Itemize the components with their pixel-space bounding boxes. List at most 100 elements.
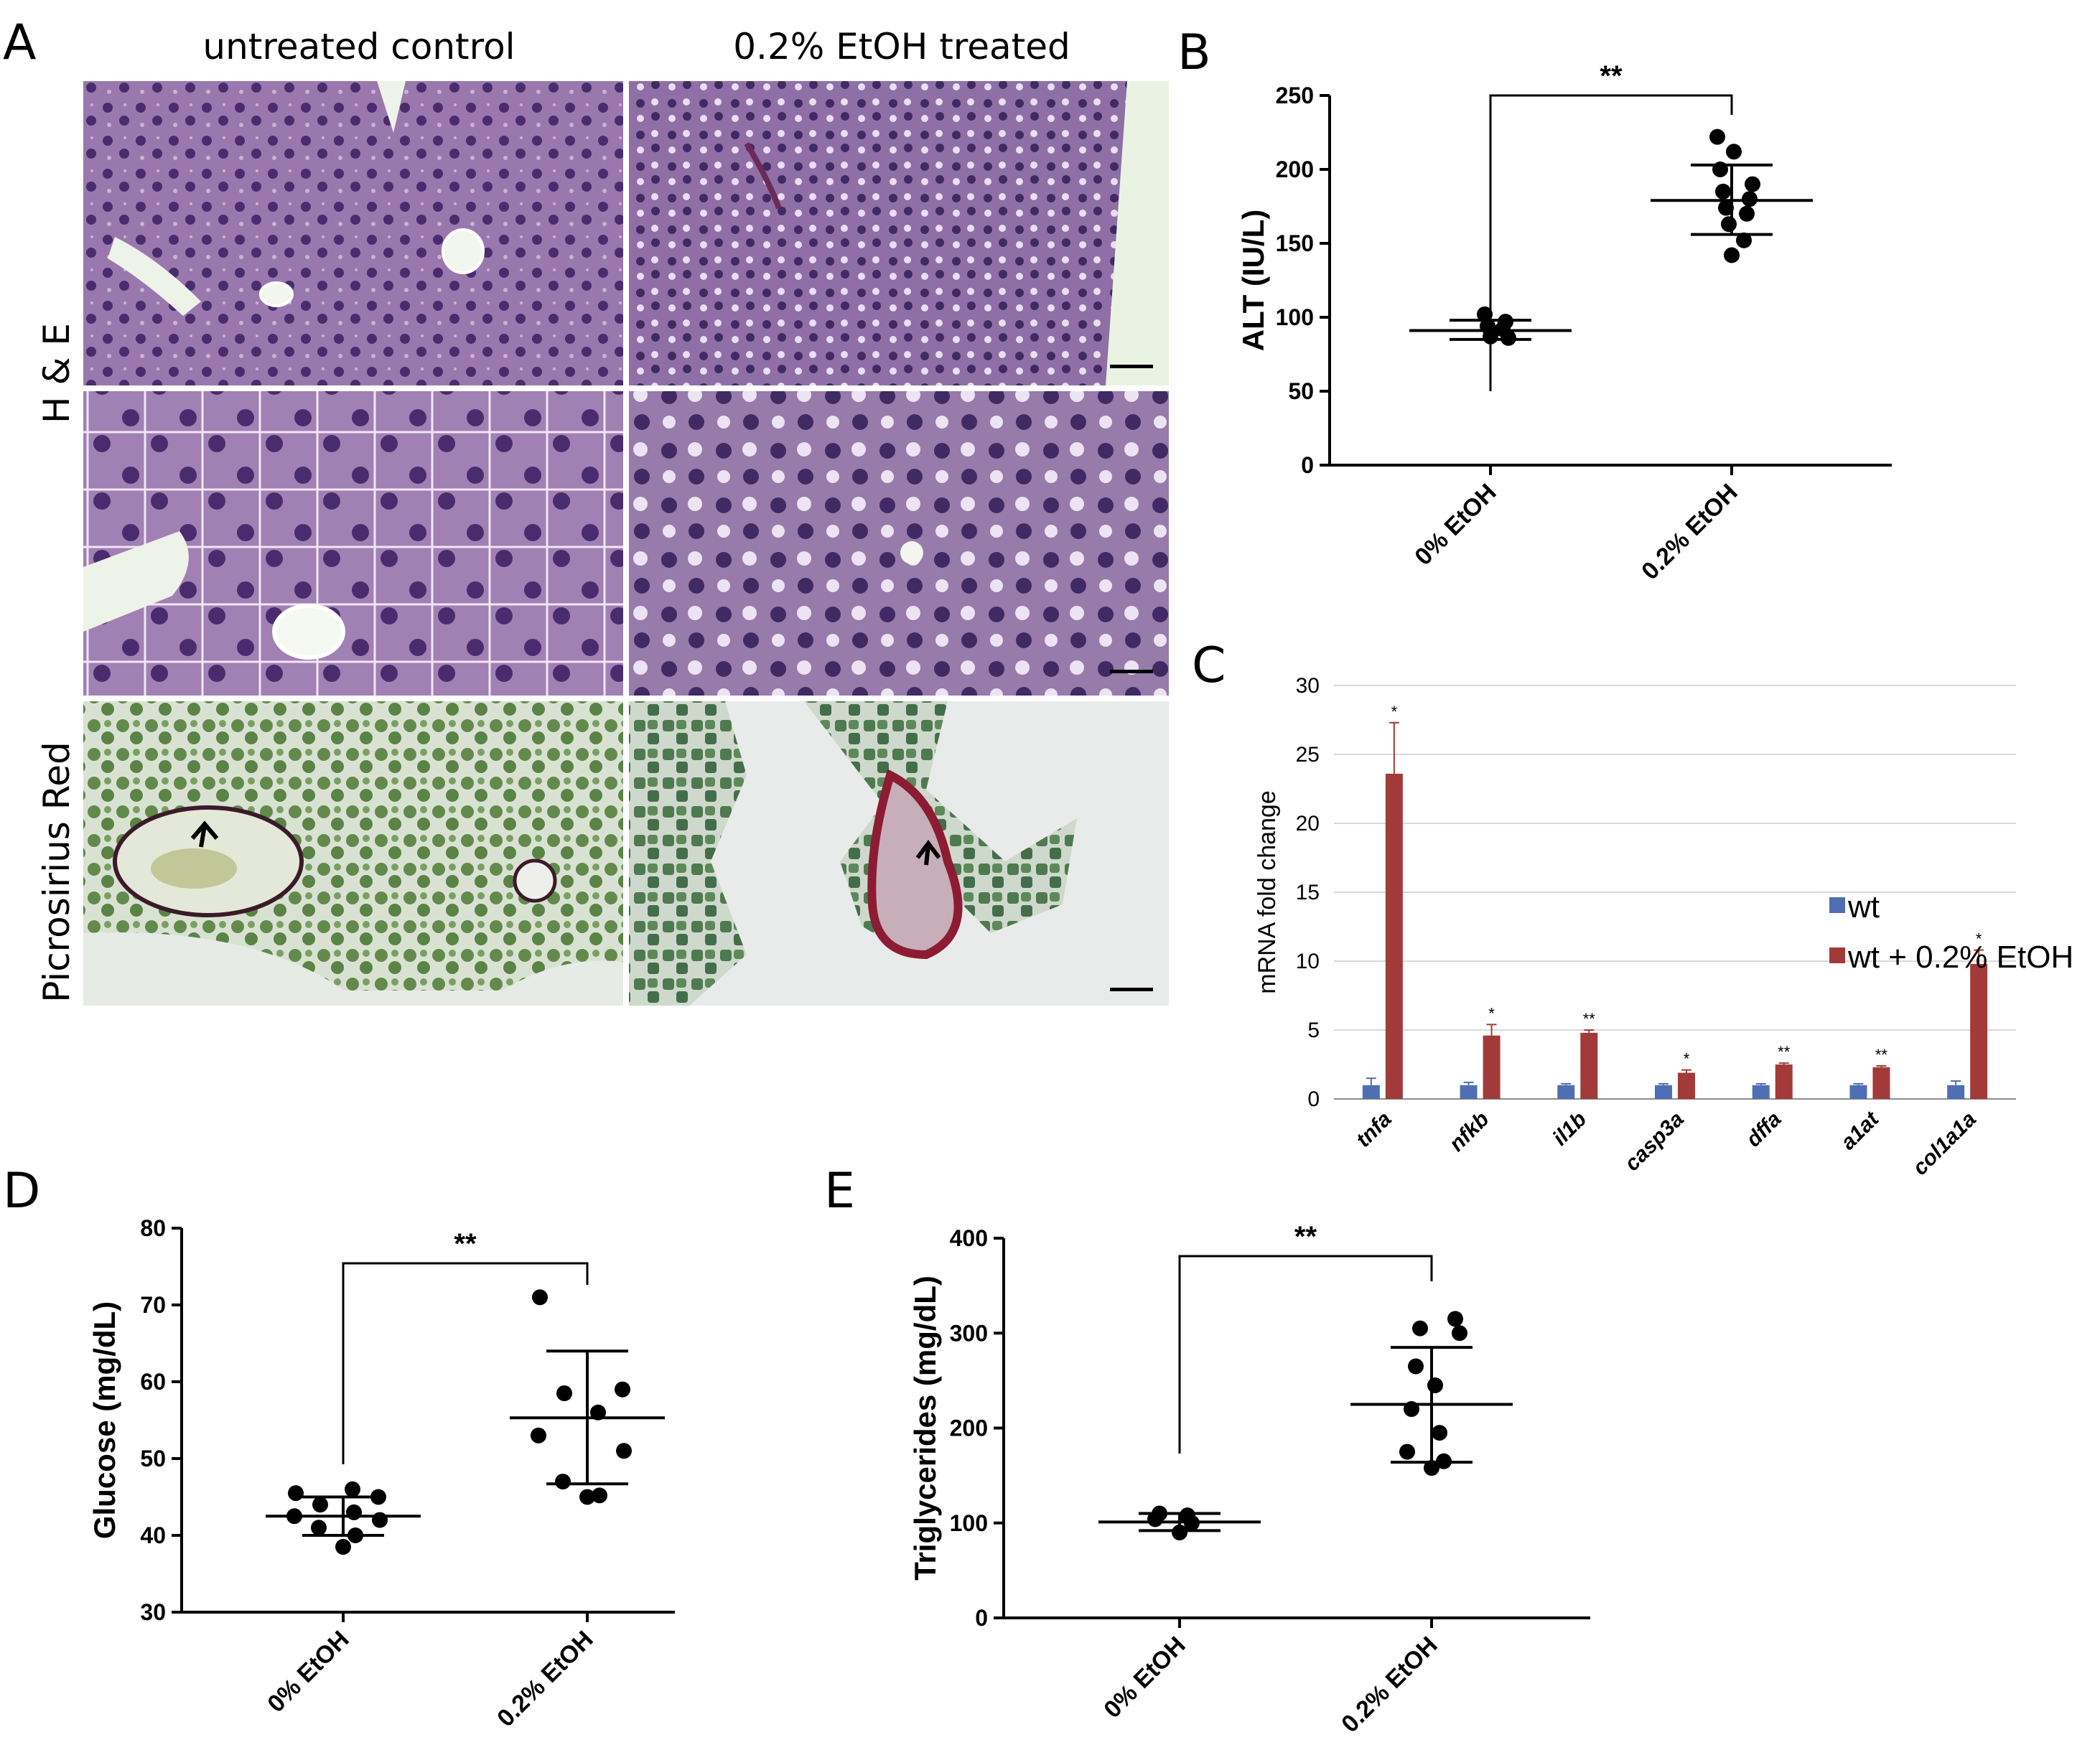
data-point [1498,314,1513,330]
bar [1970,963,1988,1099]
y-tick-label: 250 [1276,83,1314,108]
panel-a: A untreated control 0.2% EtOH treated H … [3,14,1169,1006]
data-point [616,1443,632,1459]
data-point [335,1539,351,1555]
category-label: 0.2% EtOH [1636,479,1742,585]
data-point [1726,144,1742,160]
significance-label: * [1684,1050,1690,1068]
chart-triglycerides: 0 100 200 300 400 Triglycerides (mg/dL) 0% EtO… [908,1221,1590,1738]
panel-b: B 0 50 100 150 200 250 ALT (IU/L) 0% EtOH 0.2% E… [1177,24,1892,585]
y-tick-label: 20 [1296,812,1320,836]
significance-bracket [1489,94,1733,391]
y-tick-label: 200 [1276,156,1314,182]
category-label: il1b [1548,1108,1591,1151]
y-tick-label: 200 [950,1415,988,1441]
panel-c-letter: C [1192,637,1226,694]
data-point [556,1385,572,1402]
y-axis-title: Glucose (mg/dL) [88,1301,121,1539]
he-etoh-low-mag [629,81,1169,385]
he-control-high-mag [83,391,623,696]
significance-label: * [1488,1004,1495,1022]
bar [1775,1064,1793,1099]
category-label: tnfa [1352,1108,1396,1152]
data-point [592,1487,607,1504]
data-point [1477,306,1493,322]
data-point [1427,1377,1443,1393]
significance-label: ** [1778,1043,1791,1061]
data-point [1412,1320,1428,1337]
data-point [286,1508,302,1525]
row-label-picrosirius: Picrosirius Red [36,741,78,1003]
y-tick-label: 0 [975,1605,988,1631]
y-tick-label: 30 [140,1599,166,1625]
y-tick-label: 100 [1276,304,1314,330]
he-etoh-high-mag [629,391,1169,696]
y-tick-label: 0 [1301,452,1314,478]
data-point [1432,1425,1447,1441]
data-point [1718,200,1734,216]
data-point [532,1289,548,1306]
bar [1483,1035,1501,1099]
significance-bracket [342,1262,589,1464]
data-point [345,1481,360,1497]
data-point [312,1497,328,1513]
significance-label: ** [454,1228,477,1260]
significance-bracket [1178,1255,1433,1454]
bar [1872,1067,1890,1099]
y-tick-label: 80 [140,1215,166,1241]
column-header-control: untreated control [202,26,515,67]
chart-alt: 0 50 100 150 200 250 ALT (IU/L) 0% EtOH 0.2% EtO… [1236,60,1892,585]
chart-glucose: 30 40 50 60 70 80 Glucose (mg/dL) 0% EtOH 0.2% E… [88,1215,675,1732]
he-control-low-mag [83,81,623,385]
bar [1362,1085,1380,1099]
data-point [1399,1443,1415,1460]
bar [1580,1032,1598,1099]
y-tick-label: 10 [1296,950,1320,973]
data-point [1721,216,1737,233]
panel-e: E 0 100 200 300 400 Triglycerides (mg/dL) 0% E… [824,1163,1590,1738]
bar [1849,1085,1867,1099]
column-header-etoh: 0.2% EtOH treated [733,26,1070,67]
bar [1460,1085,1478,1099]
data-point [1739,205,1755,222]
scale-bar [1110,670,1153,673]
data-point [1709,128,1725,145]
y-tick-label: 5 [1307,1019,1320,1042]
y-tick-label: 150 [1276,230,1314,256]
data-point [555,1474,571,1490]
panel-b-letter: B [1177,24,1211,81]
category-label: 0.2% EtOH [1336,1632,1442,1738]
category-label: 0.2% EtOH [492,1626,598,1732]
significance-label: ** [1583,1010,1596,1028]
data-point [1180,1507,1195,1524]
y-tick-label: 30 [1296,674,1320,698]
significance-label: ** [1600,60,1623,92]
data-point [347,1527,363,1543]
significance-label: * [1391,703,1398,721]
y-tick-label: 300 [950,1320,988,1346]
data-point [1404,1401,1419,1418]
picrosirius-etoh [629,701,1169,1006]
data-point [1712,162,1728,177]
y-tick-label: 400 [950,1225,988,1251]
scale-bar [1110,365,1153,368]
category-label: 0% EtOH [262,1626,354,1718]
panel-c: C 0 5 10 15 20 25 30 mRNA fold change * tnfa * nfkb… [1192,637,2073,1180]
significance-label: ** [1875,1046,1888,1064]
legend-label: wt [1847,889,1880,925]
bar [1947,1085,1965,1099]
bar [1385,773,1403,1099]
data-point [590,1404,606,1421]
row-label-he: H & E [36,323,78,423]
data-point [1742,191,1758,207]
category-label: nfkb [1445,1108,1493,1156]
data-point [1452,1325,1467,1342]
y-tick-label: 25 [1296,743,1320,767]
data-point [1424,1460,1439,1476]
data-point [579,1489,595,1505]
y-tick-label: 0 [1307,1087,1320,1111]
legend-swatch [1829,947,1845,963]
category-label: casp3a [1620,1108,1689,1176]
